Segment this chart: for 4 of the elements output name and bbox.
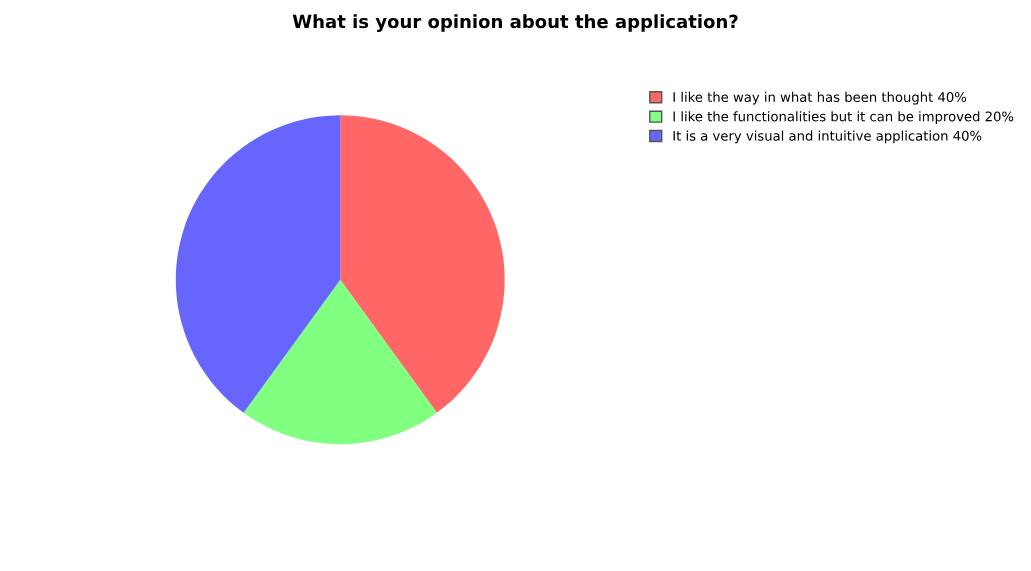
legend-label: It is a very visual and intuitive application 40% (673, 130, 982, 144)
chart-title: What is your opinion about the application? (292, 14, 738, 32)
legend-label: I like the way in what has been thought 40% (673, 91, 967, 105)
legend-label: I like the functionalities but it can be improved 20% (673, 111, 1014, 124)
